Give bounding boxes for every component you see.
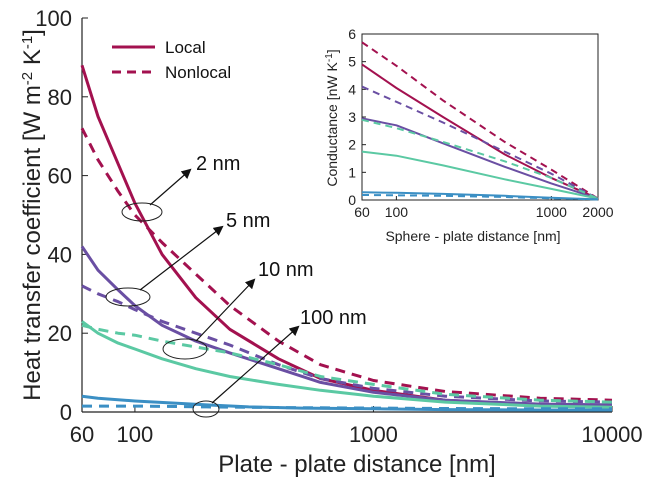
inset-x-tick-label: 60 bbox=[354, 204, 370, 220]
inset-y-tick-label: 4 bbox=[348, 81, 356, 97]
annotation-10nm-label: 10 nm bbox=[258, 259, 314, 281]
inset-y-tick-label: 2 bbox=[348, 137, 356, 153]
main-x-label: Plate - plate distance [nm] bbox=[218, 451, 495, 478]
main-series-7-dashed bbox=[82, 404, 612, 411]
inset-y-tick-label: 5 bbox=[348, 54, 356, 70]
main-x-tick-label: 60 bbox=[70, 422, 94, 447]
annotation-5nm-arrow bbox=[139, 225, 224, 291]
inset-x-tick-label: 1000 bbox=[536, 204, 567, 220]
inset-background bbox=[361, 33, 599, 201]
inset-x-label: Sphere - plate distance [nm] bbox=[385, 228, 560, 244]
main-y-tick-label: 60 bbox=[48, 164, 72, 189]
legend-local-label: Local bbox=[165, 38, 206, 57]
main-x-tick-label: 1000 bbox=[349, 422, 398, 447]
main-series-2-solid bbox=[80, 245, 613, 407]
main-y-tick-label: 20 bbox=[48, 321, 72, 346]
inset-y-tick-label: 3 bbox=[348, 109, 356, 125]
annotation-5nm: 5 nm bbox=[105, 210, 270, 307]
legend: Local Nonlocal bbox=[112, 38, 231, 82]
annotation-2nm-label: 2 nm bbox=[196, 153, 240, 175]
annotation-100nm-arrow bbox=[211, 325, 300, 404]
inset-series-1-dashed bbox=[361, 41, 599, 200]
main-y-tick-label: 0 bbox=[60, 400, 72, 425]
annotation-2nm-arrow bbox=[149, 168, 192, 206]
main-y-tick-label: 100 bbox=[35, 6, 72, 31]
inset-x-tick-label: 100 bbox=[385, 204, 409, 220]
main-y-label: Heat transfer coefficient [W m-2 K-1] bbox=[19, 29, 46, 401]
inset-series-4-solid bbox=[361, 150, 599, 200]
inset-x-tick-label: 2000 bbox=[582, 204, 613, 220]
main-y-tick-label: 40 bbox=[48, 242, 72, 267]
main-series-3-dashed bbox=[81, 284, 613, 404]
annotation-2nm-ellipse bbox=[121, 202, 163, 222]
annotation-5nm-label: 5 nm bbox=[226, 210, 270, 232]
main-x-tick-label: 10000 bbox=[581, 422, 642, 447]
main-series-4-solid bbox=[81, 320, 613, 409]
inset-series-2-solid bbox=[361, 117, 599, 200]
main-y-tick-label: 80 bbox=[48, 85, 72, 110]
inset-series bbox=[361, 41, 599, 201]
annotation-100nm-label: 100 nm bbox=[300, 307, 367, 329]
annotation-5nm-ellipse bbox=[105, 287, 151, 307]
inset-series-7-dashed bbox=[361, 194, 599, 201]
annotation-10nm: 10 nm bbox=[162, 259, 314, 360]
main-series-5-dashed bbox=[81, 323, 613, 404]
inset-y-tick-label: 6 bbox=[348, 26, 356, 42]
inset-series-5-dashed bbox=[361, 118, 599, 200]
annotation-100nm: 100 nm bbox=[192, 307, 367, 418]
main-x-tick-label: 100 bbox=[117, 422, 154, 447]
inset-series-3-dashed bbox=[361, 85, 599, 200]
main-series-1-dashed bbox=[80, 127, 613, 402]
legend-nonlocal-label: Nonlocal bbox=[165, 63, 231, 82]
inset-y-tick-label: 1 bbox=[348, 164, 356, 180]
inset-y-label: Conductance [nW K-1] bbox=[324, 49, 340, 186]
main-series bbox=[80, 64, 613, 412]
inset-ticks: 60 100 1000 2000 0 1 2 3 4 5 6 bbox=[348, 26, 614, 220]
inset-y-tick-label: 0 bbox=[348, 192, 356, 208]
annotation-10nm-arrow bbox=[195, 278, 256, 342]
annotation-2nm: 2 nm bbox=[121, 153, 240, 222]
annotation-10nm-ellipse bbox=[162, 338, 208, 360]
annotation-100nm-ellipse bbox=[192, 400, 220, 418]
